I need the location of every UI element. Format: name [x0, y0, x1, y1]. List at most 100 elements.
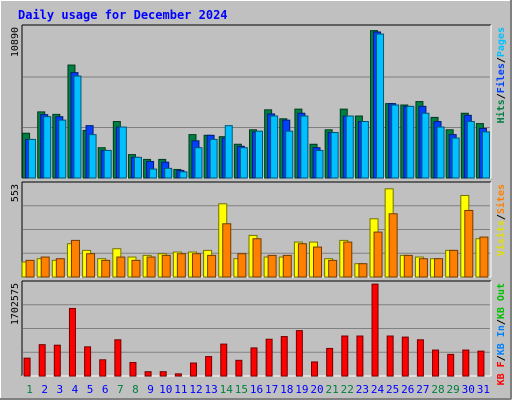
bar	[84, 346, 92, 377]
x-tick-label: 15	[235, 383, 248, 396]
bar	[434, 258, 444, 278]
bar	[343, 241, 353, 278]
bar	[73, 75, 82, 179]
x-tick-label: 5	[87, 383, 94, 396]
bar	[386, 335, 394, 377]
bar	[270, 115, 279, 179]
x-tick-label: 11	[174, 383, 187, 396]
bar	[179, 171, 188, 179]
x-tick-label: 27	[416, 383, 429, 396]
x-tick-label: 1	[26, 383, 33, 396]
x-tick-label: 8	[132, 383, 139, 396]
bar	[345, 115, 354, 179]
bar	[341, 335, 349, 377]
bar	[371, 283, 379, 377]
bar	[176, 253, 186, 278]
bar	[131, 259, 141, 278]
bar	[144, 371, 152, 377]
x-tick-label: 3	[57, 383, 64, 396]
bar	[401, 336, 409, 377]
bar	[194, 147, 203, 179]
legend-entry: Hits	[495, 99, 507, 123]
bar	[174, 373, 182, 377]
legend-entry: KB Out	[496, 283, 507, 319]
bar	[146, 256, 156, 278]
bar	[391, 104, 400, 179]
y-max-label: 1702575	[10, 283, 21, 325]
x-tick-label: 20	[310, 383, 323, 396]
legend-entry: /	[496, 355, 507, 361]
bar	[421, 112, 430, 179]
bar	[328, 259, 338, 278]
bar	[239, 147, 248, 179]
bar	[265, 338, 273, 377]
bar	[267, 254, 277, 278]
bar	[207, 254, 217, 278]
x-tick-label: 4	[72, 383, 79, 396]
panel-middle: 553 Visits/Sites	[10, 181, 507, 278]
bar	[220, 343, 228, 377]
bar	[191, 253, 201, 278]
x-tick-label: 31	[477, 383, 490, 396]
bar	[373, 231, 383, 278]
x-tick-label: 30	[462, 383, 475, 396]
legend-entry: Files	[495, 63, 507, 93]
x-tick-label: 25	[386, 383, 399, 396]
bar	[133, 156, 142, 179]
bar	[129, 361, 137, 377]
bar	[313, 246, 323, 278]
x-tick-label: 13	[204, 383, 217, 396]
series-pages	[28, 33, 490, 179]
x-tick-label: 29	[447, 383, 460, 396]
bar	[330, 132, 339, 179]
bar	[479, 236, 489, 278]
bar	[159, 371, 167, 377]
bar	[149, 168, 158, 179]
series-sites	[25, 209, 489, 278]
bar	[118, 126, 127, 179]
bar	[255, 130, 263, 179]
bar	[388, 213, 398, 278]
bar	[300, 115, 309, 179]
bar	[43, 116, 52, 179]
legend-entry: /	[496, 319, 507, 325]
bar	[86, 253, 96, 278]
bar	[356, 335, 364, 377]
x-tick-label: 16	[250, 383, 263, 396]
legend: KB F/KB In/KB Out	[496, 283, 507, 385]
bar	[189, 362, 197, 377]
bar	[376, 33, 385, 179]
x-tick-label: 18	[280, 383, 293, 396]
bar	[209, 138, 218, 179]
x-tick-label: 24	[371, 383, 385, 396]
y-max-label: 553	[10, 184, 21, 202]
x-tick-label: 7	[117, 383, 124, 396]
bar	[161, 254, 171, 278]
bar	[103, 149, 112, 179]
bar	[282, 254, 292, 278]
x-tick-label: 14	[220, 383, 234, 396]
bar	[28, 138, 37, 179]
legend-entry: Sites	[495, 184, 507, 214]
bar	[466, 121, 475, 179]
bar	[114, 339, 122, 377]
x-tick-label: 10	[159, 383, 172, 396]
bar	[315, 149, 324, 179]
bar	[58, 119, 67, 179]
legend-entry: /	[496, 93, 507, 99]
x-tick-label: 17	[265, 383, 278, 396]
bar	[449, 249, 459, 278]
bar	[70, 239, 80, 278]
legend-entry: /	[496, 57, 507, 63]
bar	[481, 131, 490, 179]
bar	[55, 258, 65, 278]
legend-entry: Visits	[495, 220, 507, 256]
x-axis-labels: 1 2 3 4 5 6 7 8 9 10 11 12 13 14 15 16 17 18 19 20 21 22 23 24 2…	[26, 383, 490, 396]
bar	[23, 357, 31, 377]
bar	[53, 344, 61, 377]
legend: Hits/Files/Pages	[495, 27, 507, 123]
